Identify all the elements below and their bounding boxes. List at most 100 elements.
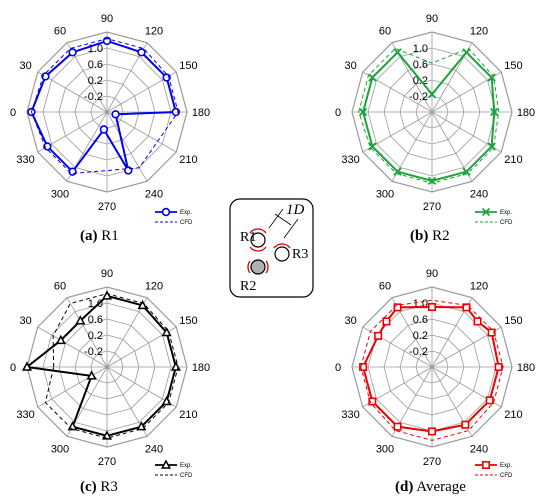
caption-letter: (a)	[80, 228, 98, 244]
angle-tick-label: 0	[10, 362, 16, 374]
data-point-2	[68, 48, 77, 57]
radial-tick-label: 1.0	[413, 43, 428, 55]
rotation-arrow-r2	[247, 260, 251, 274]
angle-tick-label: 270	[423, 201, 441, 213]
angle-tick-label: 330	[341, 154, 359, 166]
angle-tick-label: 210	[179, 154, 197, 166]
data-point-4	[427, 302, 436, 311]
angle-tick-label: 0	[335, 107, 341, 119]
legend-label: CFD	[180, 473, 193, 479]
caption-letter: (b)	[410, 228, 428, 244]
panel-average: 0 30 60 90 120 150 180 210 240 270 300 330 -0.2 0.2 0.…	[335, 268, 535, 495]
radial-tick-label: 0.2	[413, 330, 428, 342]
spacing-line-a	[268, 208, 284, 229]
series-line-cfd	[360, 299, 504, 441]
grid-spoke	[106, 111, 148, 182]
data-point-6	[473, 317, 482, 326]
angle-tick-label: 240	[145, 443, 163, 455]
data-point-1	[374, 331, 383, 340]
data-point-9	[99, 125, 109, 134]
angle-tick-label: 120	[470, 26, 488, 38]
data-point-0	[358, 107, 368, 117]
angle-tick-label: 330	[16, 154, 34, 166]
data-point-9	[427, 176, 437, 186]
angle-tick-label: 210	[504, 154, 522, 166]
angle-tick-label: 240	[145, 188, 163, 200]
panel-r1: 0 30 60 90 120 150 180 210 240 270 300 330 -0.2 0.2 0.…	[10, 13, 210, 244]
radial-tick-label: 0.2	[88, 330, 103, 342]
legend-label: Exp.	[500, 210, 512, 216]
angle-tick-label: 60	[379, 281, 391, 293]
radial-tick-label: 0.6	[88, 59, 103, 71]
data-point-6	[490, 107, 499, 117]
angle-tick-label: 90	[426, 13, 438, 25]
angle-tick-label: 30	[344, 60, 356, 72]
panel-r2: 0306090120150180210240270300330-0.20.20.…	[335, 13, 535, 244]
data-point-13	[368, 397, 377, 406]
legend-label: CFD	[180, 220, 193, 226]
legend-label: Exp.	[180, 463, 192, 469]
data-point-11	[427, 427, 436, 436]
series-line-cfd	[358, 47, 500, 184]
angle-tick-label: 120	[145, 26, 163, 38]
angle-tick-label: 330	[341, 409, 359, 421]
data-point-12	[393, 422, 402, 431]
data-point-7	[487, 328, 496, 337]
angle-tick-label: 180	[517, 107, 535, 119]
angle-tick-label: 330	[16, 409, 34, 421]
data-point-3	[393, 303, 402, 312]
legend-label: Exp.	[500, 463, 512, 469]
radial-tick-label: 0.6	[413, 314, 428, 326]
cylinder-arrangement-diagram: 1D R1 R3 R2	[229, 198, 314, 298]
series-line-cfd	[30, 38, 179, 175]
caption-letter: (d)	[395, 479, 413, 495]
data-point-0	[21, 361, 33, 371]
grid-spoke	[37, 326, 108, 368]
legend: Exp. CFD	[155, 459, 193, 479]
data-point-3	[427, 90, 437, 99]
caption-letter: (c)	[80, 479, 97, 495]
angle-tick-label: 270	[98, 456, 116, 468]
angle-tick-label: 150	[179, 60, 197, 72]
grid-spoke	[106, 297, 148, 368]
radial-tick-label: -0.2	[409, 346, 428, 358]
angle-tick-label: 30	[344, 315, 356, 327]
data-point-5	[487, 73, 496, 82]
radial-tick-label: 0.6	[413, 59, 428, 71]
grid-spoke	[66, 297, 108, 368]
caption-text: Average	[413, 479, 466, 495]
angle-tick-label: 150	[504, 60, 522, 72]
rotation-arrow-r1-b	[249, 246, 267, 252]
grid-spoke	[37, 366, 108, 408]
legend: Exp. CFD	[155, 207, 193, 226]
label-r2: R2	[240, 279, 256, 294]
angle-tick-label: 210	[504, 409, 522, 421]
spacing-label: 1D	[286, 202, 305, 218]
rotation-arrow-r3	[273, 243, 291, 249]
legend-label: Exp.	[180, 210, 192, 216]
data-point-0	[359, 362, 368, 371]
angle-tick-label: 270	[98, 201, 116, 213]
angle-tick-label: 180	[192, 107, 210, 119]
data-point-10	[461, 420, 470, 429]
cylinder-r1	[250, 232, 266, 248]
series-line-exp	[362, 50, 496, 182]
angle-tick-label: 60	[54, 281, 66, 293]
data-point-8	[494, 362, 503, 371]
radial-tick-label: -0.2	[409, 91, 428, 103]
data-point-legend	[161, 207, 171, 217]
angle-tick-label: 180	[517, 362, 535, 374]
panel-caption: (b) R2	[410, 228, 450, 244]
data-point-legend	[160, 459, 172, 469]
angle-tick-label: 0	[10, 107, 16, 119]
radial-tick-label: -0.2	[84, 346, 103, 358]
radial-tick-label: 1.0	[413, 298, 428, 310]
angle-tick-label: 240	[470, 443, 488, 455]
data-point-11	[86, 370, 97, 380]
angle-tick-label: 150	[504, 315, 522, 327]
data-point-11	[368, 142, 377, 151]
panel-caption: (d) Average	[395, 479, 466, 495]
data-point-3	[101, 290, 113, 300]
cylinder-r3	[274, 246, 290, 262]
caption-text: R2	[428, 228, 449, 244]
